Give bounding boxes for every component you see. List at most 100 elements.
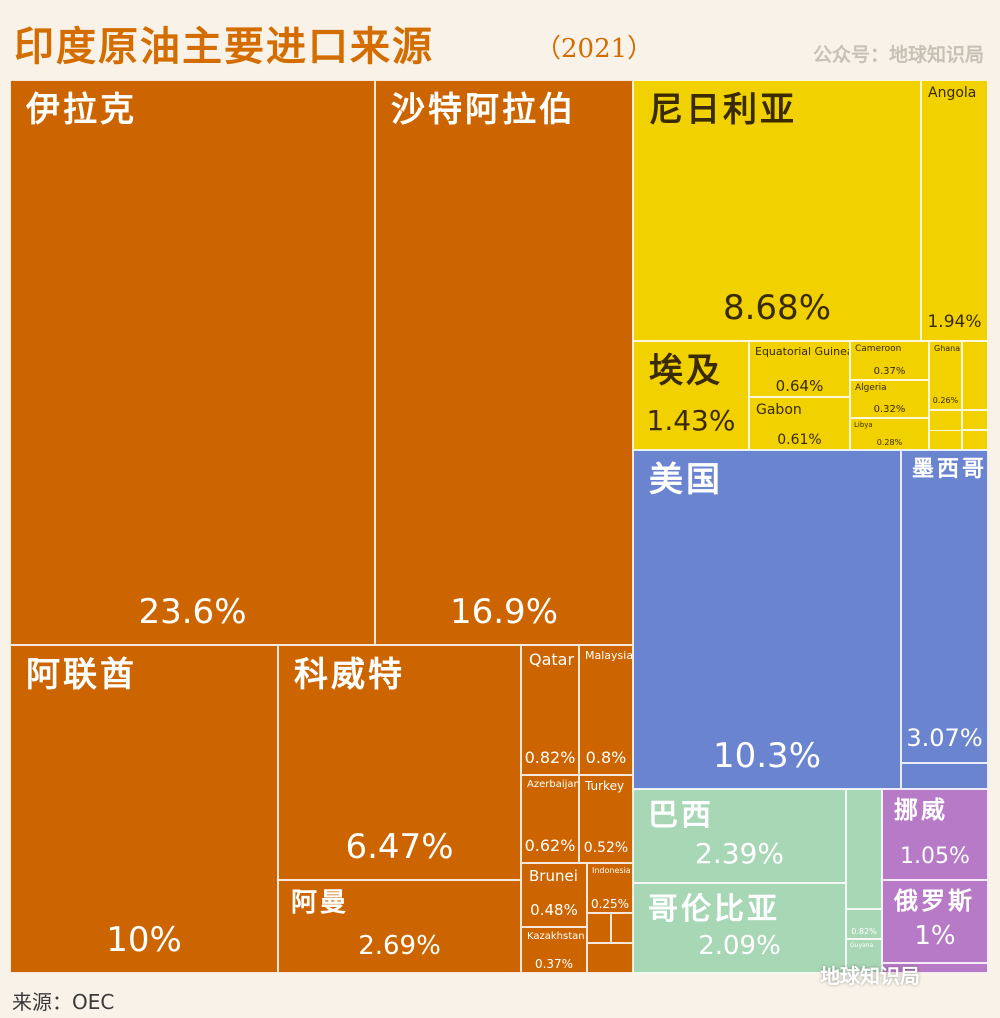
- tile-percentage: 1.94%: [927, 312, 982, 332]
- chart-year: （2021）: [535, 34, 654, 64]
- tile-label: Angola: [928, 85, 977, 101]
- tile-turkey: Turkey 0.52%: [579, 775, 633, 863]
- tile-percentage: 0.82%: [851, 927, 877, 936]
- tile-percentage: 6.47%: [345, 827, 454, 867]
- tile-30: 墨西哥 3.07%: [901, 450, 988, 763]
- tile-label: 阿曼: [291, 888, 350, 918]
- tile-percentage: 0.37%: [534, 957, 574, 971]
- tile-label: 俄罗斯: [894, 887, 975, 915]
- tile-35: 0.82%: [846, 909, 882, 939]
- tile-29: 美国 10.3%: [633, 450, 901, 789]
- watermark: 地球知识局: [820, 964, 920, 988]
- tile-angola: Angola 1.94%: [921, 80, 988, 341]
- tile-17: 埃及 1.43%: [633, 341, 749, 450]
- tile-azerbaijan: Azerbaijan 0.62%: [521, 775, 579, 863]
- tile-label: 巴西: [648, 798, 714, 833]
- tile-4: 阿曼 2.69%: [278, 880, 521, 973]
- tile-label: Qatar: [529, 650, 575, 669]
- tile-label: 哥伦比亚: [648, 892, 780, 927]
- tile-label: Malaysia: [585, 649, 633, 662]
- tile-malaysia: Malaysia 0.8%: [579, 645, 633, 775]
- tile-percentage: 2.39%: [695, 837, 784, 870]
- tile-percentage: 0.32%: [873, 404, 906, 415]
- tile-2: 阿联酋 10%: [10, 645, 278, 973]
- tile-percentage: 1%: [914, 921, 956, 951]
- tile-percentage: 0.28%: [876, 438, 903, 447]
- tile-32: 巴西 2.39%: [633, 789, 846, 883]
- tile-percentage: 0.8%: [585, 748, 627, 767]
- tile-label: 美国: [649, 460, 723, 500]
- tile-39: [882, 963, 988, 973]
- tile-label: Algeria: [855, 383, 887, 393]
- tile-percentage: 2.69%: [358, 931, 441, 961]
- tile-percentage: 8.68%: [722, 288, 831, 328]
- tile-cameroon: Cameroon 0.37%: [850, 341, 929, 380]
- tile-label: Turkey: [585, 779, 625, 793]
- tile-label: Ghana: [934, 344, 961, 353]
- tile-libya: Libya 0.28%: [850, 418, 929, 450]
- tile-14: [587, 943, 633, 973]
- tile-qatar: Qatar 0.82%: [521, 645, 579, 775]
- tile-percentage: 16.9%: [449, 592, 558, 632]
- tile-label: 沙特阿拉伯: [391, 90, 576, 130]
- tile-31: [901, 763, 988, 789]
- tile-percentage: 0.64%: [775, 377, 824, 395]
- tile-label: Kazakhstan: [527, 931, 585, 942]
- tile-label: Equatorial Guinea: [755, 345, 850, 358]
- tile-kazakhstan: Kazakhstan 0.37%: [521, 927, 587, 973]
- tile-33: 哥伦比亚 2.09%: [633, 883, 846, 973]
- tile-0: 伊拉克 23.6%: [10, 80, 375, 645]
- tile-percentage: 23.6%: [138, 592, 247, 632]
- tile-percentage: 1.43%: [646, 404, 736, 437]
- tile-percentage: 10.3%: [712, 736, 821, 776]
- tile-label: 阿联酋: [26, 655, 137, 695]
- tile-label: Azerbaijan: [527, 779, 579, 790]
- tile-1: 沙特阿拉伯 16.9%: [375, 80, 633, 645]
- tile-percentage: 1.05%: [900, 844, 970, 869]
- tile-15: 尼日利亚 8.68%: [633, 80, 921, 341]
- tile-percentage: 0.25%: [590, 897, 630, 911]
- tile-percentage: 0.26%: [932, 396, 959, 405]
- tile-label: 尼日利亚: [649, 90, 797, 130]
- tile-label: Guyana: [850, 942, 874, 949]
- tile-28: [929, 430, 962, 450]
- tile-label: Indonesia: [592, 866, 631, 875]
- account-name: 公众号：地球知识局: [812, 44, 984, 66]
- tile-37: 挪威 1.05%: [882, 789, 988, 880]
- tile-brunei: Brunei 0.48%: [521, 863, 587, 927]
- tile-percentage: 0.61%: [777, 432, 822, 448]
- tile-percentage: 0.82%: [524, 748, 576, 767]
- tile-label: 埃及: [649, 351, 723, 391]
- tile-indonesia: Indonesia 0.25%: [587, 863, 633, 913]
- tile-3: 科威特 6.47%: [278, 645, 521, 880]
- tile-gabon: Gabon 0.61%: [749, 397, 850, 450]
- tile-26: [962, 410, 988, 430]
- tile-label: 伊拉克: [26, 90, 137, 130]
- tile-percentage: 2.09%: [698, 931, 781, 961]
- chart-title: 印度原油主要进口来源: [14, 23, 434, 70]
- tile-percentage: 0.62%: [524, 836, 576, 855]
- tile-34: [846, 789, 882, 909]
- tile-label: Brunei: [529, 867, 578, 885]
- tile-percentage: 0.52%: [583, 840, 629, 856]
- tile-13: [611, 913, 633, 943]
- tile-label: 科威特: [294, 655, 405, 695]
- tile-algeria: Algeria 0.32%: [850, 380, 929, 418]
- treemap: 伊拉克 23.6% 沙特阿拉伯 16.9% 阿联酋 10% 科威特 6.47% 阿曼 2.69% Q…: [10, 80, 988, 973]
- tile-guyana: Guyana: [846, 939, 882, 973]
- tile-27: [962, 430, 988, 450]
- tile-24: [962, 341, 988, 410]
- tile-label: 墨西哥: [912, 457, 988, 482]
- tile-percentage: 0.37%: [873, 366, 906, 377]
- tile-38: 俄罗斯 1%: [882, 880, 988, 963]
- tile-percentage: 0.48%: [530, 901, 578, 919]
- tile-label: 挪威: [894, 796, 948, 824]
- tile-label: Libya: [854, 421, 873, 429]
- tile-equatorial-guinea: Equatorial Guinea 0.64%: [749, 341, 850, 397]
- tile-label: Gabon: [756, 402, 802, 418]
- tile-percentage: 10%: [106, 920, 182, 960]
- tile-12: [587, 913, 611, 943]
- tile-ghana: Ghana 0.26%: [929, 341, 962, 410]
- source-note: 来源：OEC: [12, 990, 115, 1014]
- tile-label: Cameroon: [855, 344, 902, 354]
